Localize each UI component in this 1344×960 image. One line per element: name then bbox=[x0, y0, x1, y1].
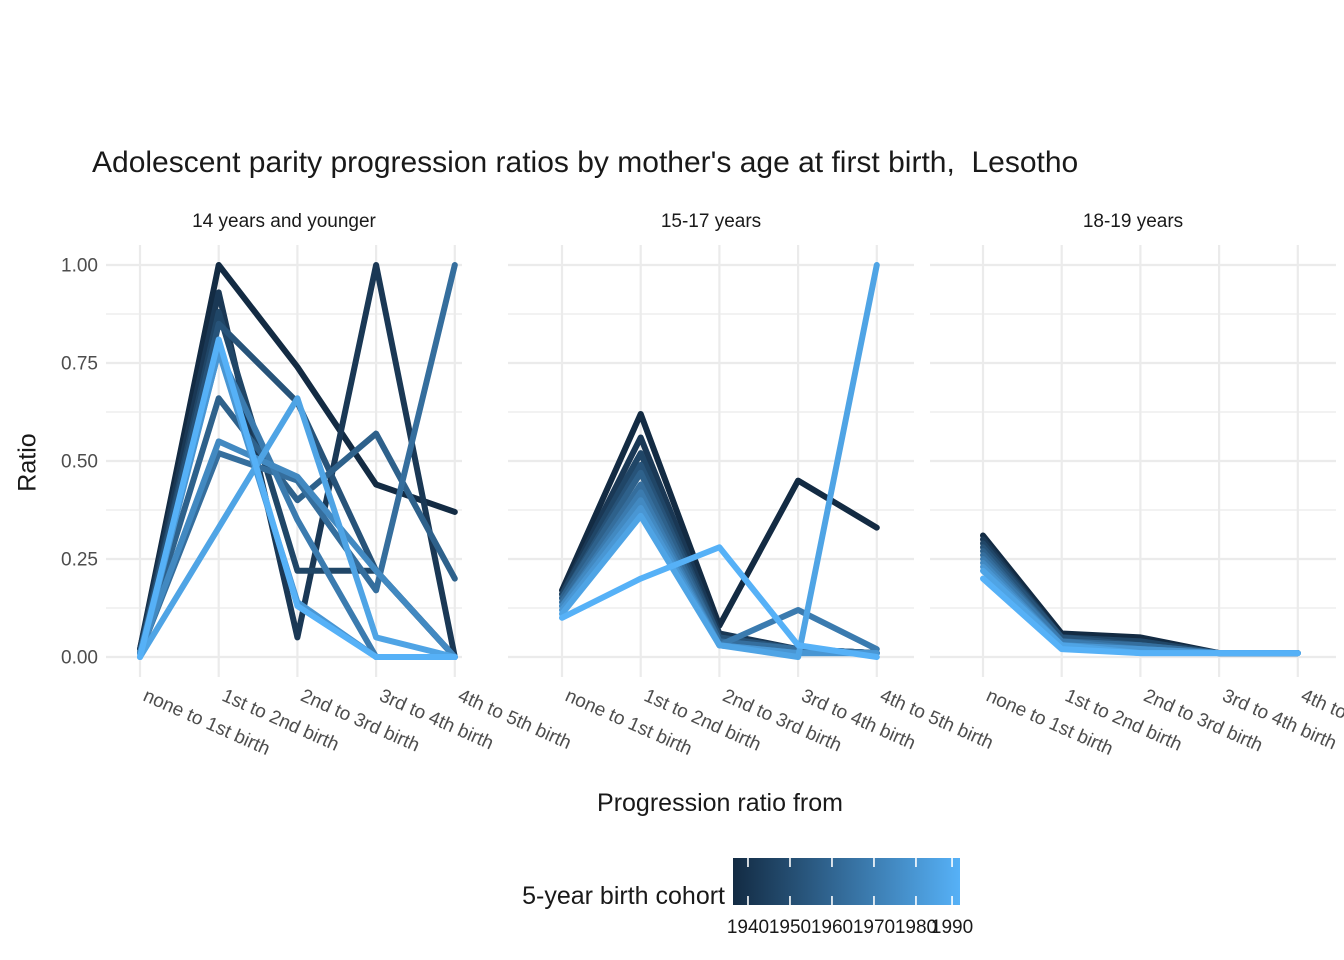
legend-tick-label: 1970 bbox=[853, 917, 895, 938]
series-line-1985 bbox=[137, 395, 458, 660]
legend-tick-label: 1980 bbox=[895, 917, 937, 938]
legend-tick-label: 1960 bbox=[811, 917, 853, 938]
series-line-1990 bbox=[980, 575, 1301, 657]
y-tick-label: 0.75 bbox=[61, 354, 98, 375]
y-tick-label: 0.50 bbox=[61, 452, 98, 473]
series-line-1975 bbox=[137, 438, 458, 660]
y-tick-label: 0.00 bbox=[61, 648, 98, 669]
y-tick-label: 1.00 bbox=[61, 256, 98, 277]
x-axis-title: Progression ratio from bbox=[597, 789, 843, 817]
facet-label: 18-19 years bbox=[1083, 211, 1183, 232]
legend-tick-label: 1940 bbox=[727, 917, 769, 938]
series-line-1990 bbox=[559, 544, 880, 660]
legend-tick-label: 1990 bbox=[931, 917, 973, 938]
facet-label: 15-17 years bbox=[661, 211, 761, 232]
y-tick-label: 0.25 bbox=[61, 550, 98, 571]
y-axis-title: Ratio bbox=[13, 433, 42, 492]
chart-title: Adolescent parity progression ratios by … bbox=[92, 146, 1079, 179]
series-line-1945 bbox=[137, 262, 458, 660]
legend-title: 5-year birth cohort bbox=[522, 882, 725, 910]
legend-tick-label: 1950 bbox=[769, 917, 811, 938]
series-line-1985 bbox=[559, 262, 880, 660]
series-line-1990 bbox=[137, 336, 458, 660]
legend-gradient-bar bbox=[733, 858, 960, 905]
facet-label: 14 years and younger bbox=[192, 211, 376, 232]
